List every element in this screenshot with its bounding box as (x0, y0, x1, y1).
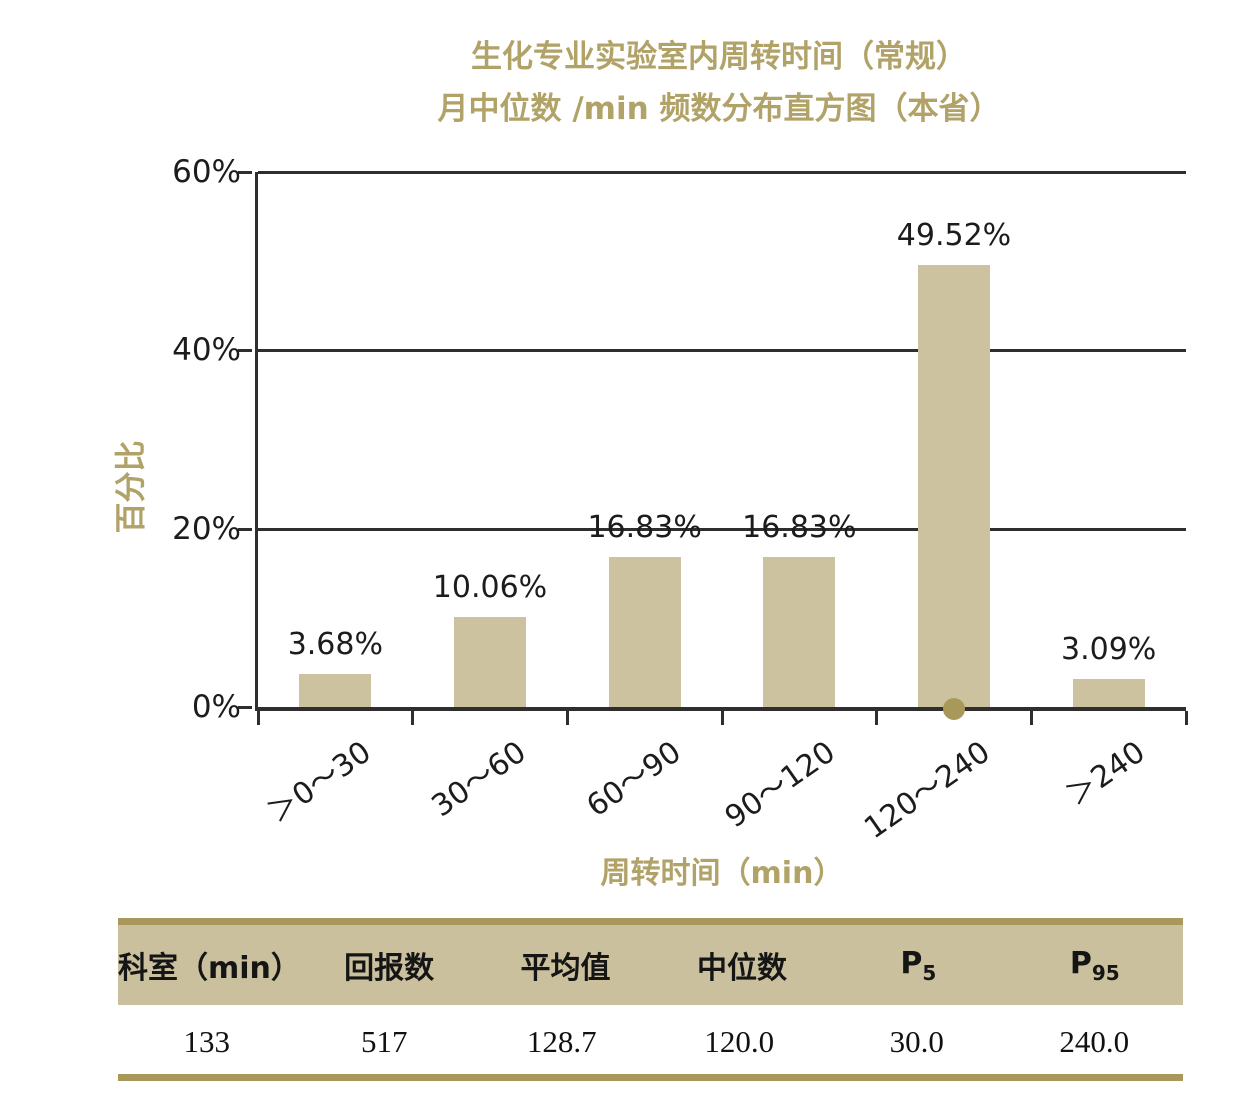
plot-area: 0% 20% 40% 60% 3.68% 10.06% 16.83% 16.83% 49.52%… (172, 155, 1188, 891)
bar-30～60 (454, 617, 526, 707)
bar-value-label: 3.68% (287, 627, 383, 663)
bar-120～240 (918, 265, 990, 707)
bar-＞0～30 (299, 674, 372, 707)
x-tick-label: ＞0～30 (261, 734, 378, 831)
gridline-60 (258, 171, 1186, 174)
y-axis-label: 百分比 (113, 440, 150, 534)
x-tick-label: 60～90 (580, 734, 688, 825)
y-axis-tick (238, 349, 252, 353)
chart-title-line1: 生化专业实验室内周转时间（常规） (471, 39, 967, 75)
table-header-cell: 科室（min） (118, 951, 301, 986)
gridline-20 (258, 527, 1186, 531)
y-tick-label: 0% (191, 689, 241, 725)
y-tick-label: 20% (172, 510, 241, 547)
summary-table-header: 科室（min） 回报数 平均值 中位数 P5 P95 (118, 918, 1183, 1005)
table-value-cell: 120.0 (704, 1024, 775, 1059)
x-tick-label: 90～120 (719, 734, 842, 836)
y-tick-label: 60% (172, 154, 241, 190)
bar-value-label: 49.52% (896, 218, 1012, 254)
bar-value-label: 16.83% (742, 509, 857, 545)
bar-value-label: 16.83% (587, 509, 702, 545)
y-axis-tick (238, 527, 252, 531)
x-axis-tick (720, 711, 724, 725)
y-axis-tick (238, 706, 252, 709)
x-axis-tick (565, 711, 569, 725)
bar-value-label: 10.06% (432, 570, 548, 606)
table-header-cell: 回报数 (344, 951, 435, 986)
x-axis-tick (256, 711, 260, 725)
y-axis-tick (238, 171, 252, 174)
y-tick-label: 40% (172, 332, 241, 369)
bar-60～90 (608, 556, 681, 707)
table-value-cell: 133 (183, 1024, 231, 1059)
x-tick-label: 30～60 (425, 734, 533, 825)
table-header-cell: P5 (900, 945, 937, 985)
median-marker-dot (943, 698, 965, 720)
bar-＞240 (1072, 679, 1145, 707)
table-value-cell: 240.0 (1059, 1024, 1130, 1059)
summary-table-values: 133 517 128.7 120.0 30.0 240.0 (118, 1018, 1183, 1066)
x-axis-tick (411, 711, 415, 725)
x-axis-tick (1184, 711, 1188, 725)
table-value-cell: 128.7 (526, 1024, 597, 1059)
table-value-cell: 30.0 (889, 1024, 944, 1059)
chart-title-line2: 月中位数 /min 频数分布直方图（本省） (437, 91, 1001, 127)
x-axis-label: 周转时间（min） (600, 856, 844, 891)
table-header-cell: 中位数 (696, 951, 787, 986)
table-value-cell: 517 (361, 1024, 408, 1059)
x-tick-label: 120～240 (858, 734, 997, 847)
x-axis-tick (1029, 711, 1033, 725)
gridline-40 (258, 349, 1186, 353)
table-header-cell: P95 (1069, 945, 1120, 985)
chart-title-block: 生化专业实验室内周转时间（常规） 月中位数 /min 频数分布直方图（本省） (255, 36, 1183, 130)
x-tick-label: ＞240 (1059, 734, 1152, 814)
bar-value-label: 3.09% (1061, 632, 1157, 668)
x-axis-tick (875, 711, 879, 725)
table-header-cell: 平均值 (520, 951, 611, 986)
bar-90～120 (763, 556, 836, 707)
table-bottom-rule (118, 1074, 1183, 1081)
